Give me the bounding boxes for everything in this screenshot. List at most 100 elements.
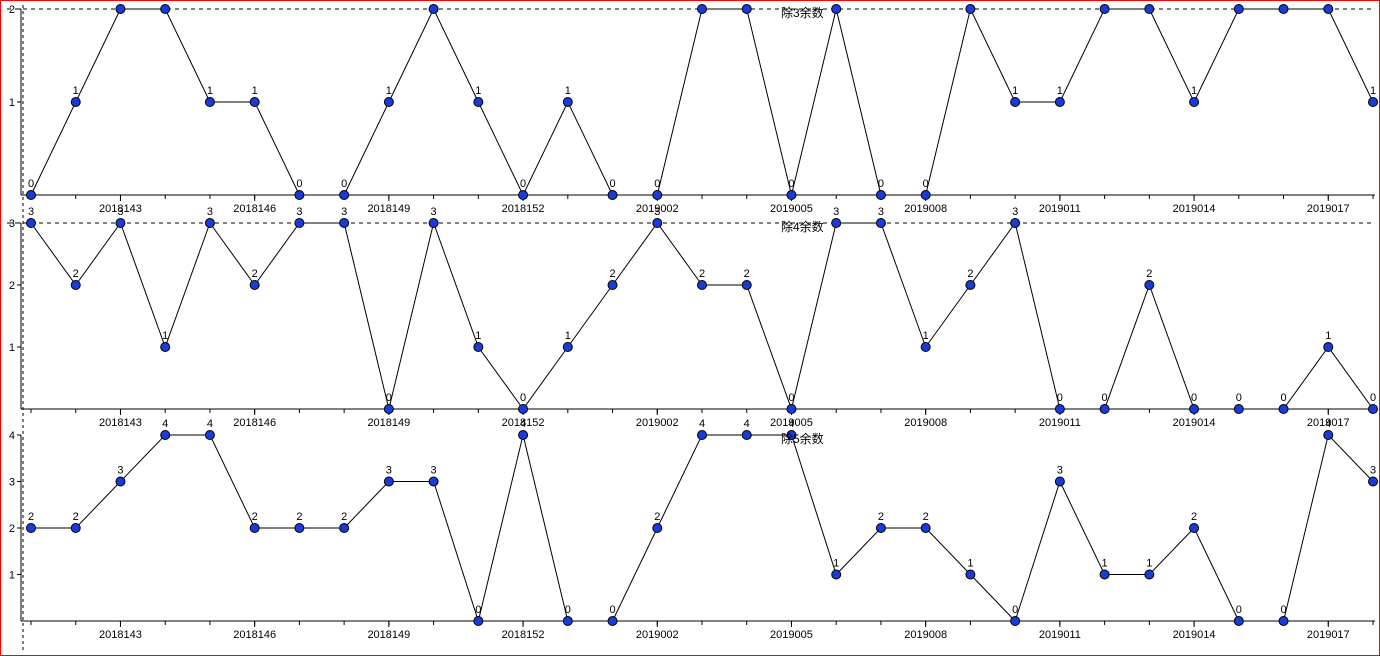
data-point bbox=[966, 570, 975, 579]
data-point bbox=[1100, 405, 1109, 414]
value-label: 0 bbox=[923, 178, 929, 190]
y-tick-label: 2 bbox=[9, 4, 15, 16]
value-label: 0 bbox=[1370, 392, 1376, 404]
data-point bbox=[205, 98, 214, 107]
data-point bbox=[832, 219, 841, 228]
value-label: 2 bbox=[73, 511, 79, 523]
data-point bbox=[474, 617, 483, 626]
x-tick-label: 2018152 bbox=[502, 629, 545, 641]
data-point bbox=[116, 5, 125, 14]
value-label: 0 bbox=[609, 178, 615, 190]
value-label: 0 bbox=[1102, 392, 1108, 404]
value-label: 2 bbox=[1191, 511, 1197, 523]
value-label: 2 bbox=[1236, 1, 1242, 4]
value-label: 4 bbox=[207, 418, 213, 430]
data-point bbox=[698, 5, 707, 14]
x-tick-label: 2019002 bbox=[636, 629, 679, 641]
value-label: 2 bbox=[73, 268, 79, 280]
panel-title: 除5余数 bbox=[781, 431, 824, 446]
data-point bbox=[340, 219, 349, 228]
value-label: 0 bbox=[386, 392, 392, 404]
value-label: 2 bbox=[878, 511, 884, 523]
data-point bbox=[921, 191, 930, 200]
value-label: 1 bbox=[73, 85, 79, 97]
value-label: 1 bbox=[565, 85, 571, 97]
x-tick-label: 2019014 bbox=[1173, 417, 1216, 429]
x-tick-label: 2019008 bbox=[904, 203, 947, 215]
data-point bbox=[1145, 5, 1154, 14]
value-label: 1 bbox=[1191, 85, 1197, 97]
data-point bbox=[27, 191, 36, 200]
data-point bbox=[1011, 219, 1020, 228]
y-tick-label: 2 bbox=[9, 523, 15, 535]
data-point bbox=[1324, 5, 1333, 14]
value-label: 2 bbox=[744, 268, 750, 280]
data-point bbox=[1324, 431, 1333, 440]
data-point bbox=[1369, 405, 1378, 414]
data-point bbox=[205, 431, 214, 440]
value-label: 2 bbox=[117, 1, 123, 4]
data-point bbox=[71, 524, 80, 533]
data-point bbox=[1369, 477, 1378, 486]
value-label: 0 bbox=[1280, 392, 1286, 404]
value-label: 4 bbox=[744, 418, 750, 430]
value-label: 3 bbox=[1370, 465, 1376, 477]
data-point bbox=[205, 219, 214, 228]
value-label: 1 bbox=[923, 330, 929, 342]
data-point bbox=[340, 191, 349, 200]
data-point bbox=[71, 281, 80, 290]
data-point bbox=[384, 98, 393, 107]
value-label: 2 bbox=[341, 511, 347, 523]
x-tick-label: 2019017 bbox=[1307, 203, 1350, 215]
data-point bbox=[71, 98, 80, 107]
data-point bbox=[1055, 405, 1064, 414]
value-label: 1 bbox=[1325, 330, 1331, 342]
data-point bbox=[608, 617, 617, 626]
y-tick-label: 4 bbox=[9, 430, 15, 442]
x-tick-label: 2019008 bbox=[904, 417, 947, 429]
value-label: 2 bbox=[967, 1, 973, 4]
data-point bbox=[653, 219, 662, 228]
value-label: 3 bbox=[117, 465, 123, 477]
data-point bbox=[1100, 5, 1109, 14]
value-label: 3 bbox=[28, 206, 34, 218]
data-point bbox=[295, 524, 304, 533]
x-tick-label: 2018149 bbox=[367, 203, 410, 215]
x-tick-label: 2019014 bbox=[1173, 629, 1216, 641]
panel-0: 1220181432018146201814920181522019002201… bbox=[7, 1, 1378, 215]
data-point bbox=[1279, 405, 1288, 414]
x-tick-label: 2018146 bbox=[233, 629, 276, 641]
y-tick-label: 2 bbox=[9, 280, 15, 292]
data-point bbox=[27, 219, 36, 228]
value-label: 0 bbox=[1236, 604, 1242, 616]
data-point bbox=[474, 343, 483, 352]
data-point bbox=[966, 281, 975, 290]
value-label: 2 bbox=[744, 1, 750, 4]
data-point bbox=[608, 281, 617, 290]
data-point bbox=[563, 617, 572, 626]
data-point bbox=[787, 405, 796, 414]
value-label: 3 bbox=[296, 206, 302, 218]
data-point bbox=[742, 5, 751, 14]
y-tick-label: 1 bbox=[9, 342, 15, 354]
data-point bbox=[1324, 343, 1333, 352]
data-point bbox=[429, 477, 438, 486]
data-point bbox=[1055, 98, 1064, 107]
data-point bbox=[27, 524, 36, 533]
data-point bbox=[876, 219, 885, 228]
value-label: 1 bbox=[833, 558, 839, 570]
value-label: 0 bbox=[296, 178, 302, 190]
value-label: 1 bbox=[1102, 558, 1108, 570]
data-point bbox=[1234, 5, 1243, 14]
value-label: 2 bbox=[252, 511, 258, 523]
value-label: 0 bbox=[520, 178, 526, 190]
value-label: 2 bbox=[833, 1, 839, 4]
x-tick-label: 2019011 bbox=[1039, 417, 1081, 429]
data-point bbox=[295, 191, 304, 200]
value-label: 3 bbox=[341, 206, 347, 218]
data-point bbox=[1279, 5, 1288, 14]
value-label: 2 bbox=[967, 268, 973, 280]
value-label: 1 bbox=[967, 558, 973, 570]
data-point bbox=[1190, 524, 1199, 533]
series-line bbox=[31, 435, 1373, 621]
